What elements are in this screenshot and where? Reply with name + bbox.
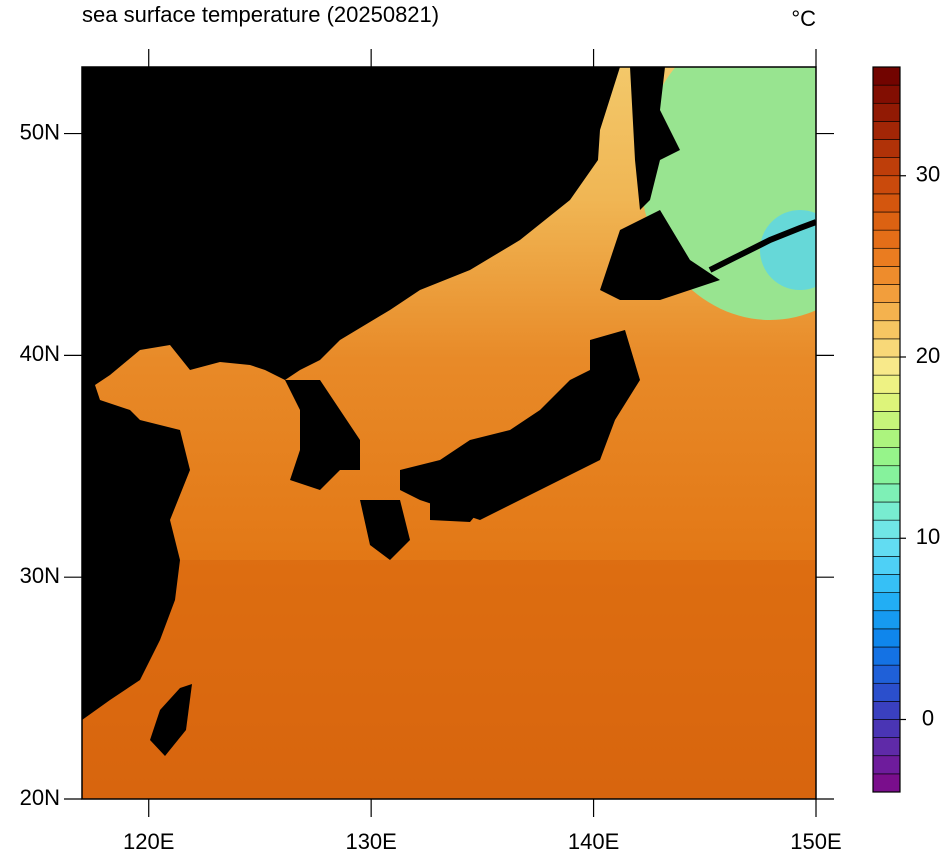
colorbar-box bbox=[872, 465, 901, 485]
x-tick-label: 130E bbox=[345, 829, 396, 854]
colorbar-box bbox=[872, 102, 901, 122]
colorbar-box bbox=[872, 610, 901, 630]
colorbar-box bbox=[872, 556, 901, 575]
colorbar-box bbox=[872, 574, 901, 593]
colorbar-box bbox=[872, 229, 901, 249]
land bbox=[400, 330, 640, 520]
colorbar-box bbox=[872, 682, 901, 702]
colorbar-tick-label: 30 bbox=[916, 162, 940, 187]
colorbar-box bbox=[872, 701, 901, 720]
colorbar-box bbox=[872, 519, 901, 539]
colorbar-box bbox=[872, 755, 901, 775]
colorbar-box bbox=[872, 139, 901, 158]
y-tick-label: 50N bbox=[20, 119, 60, 144]
colorbar-box bbox=[872, 628, 901, 648]
colorbar-box bbox=[872, 247, 901, 267]
map-title: sea surface temperature (20250821) bbox=[82, 2, 439, 27]
land bbox=[82, 67, 620, 720]
colorbar-tick-label: 10 bbox=[916, 524, 940, 549]
colorbar-tick-label: 20 bbox=[916, 343, 940, 368]
plot-frame bbox=[81, 66, 817, 800]
land bbox=[600, 210, 720, 300]
land bbox=[285, 380, 360, 490]
land bbox=[708, 219, 816, 273]
x-tick-label: 120E bbox=[123, 829, 174, 854]
colorbar-box bbox=[872, 302, 901, 322]
colorbar-box bbox=[872, 501, 901, 521]
colorbar-box bbox=[872, 537, 901, 557]
warm-band bbox=[82, 560, 816, 799]
colorbar-box bbox=[872, 773, 901, 793]
cold-water bbox=[760, 210, 816, 290]
colorbar-box bbox=[872, 447, 901, 467]
colorbar-box bbox=[872, 429, 901, 448]
colorbar-box bbox=[872, 121, 901, 140]
land bbox=[360, 500, 480, 560]
colorbar-box bbox=[872, 392, 901, 412]
colorbar-box bbox=[872, 411, 901, 430]
colorbar-frame bbox=[872, 66, 901, 793]
colorbar-box bbox=[872, 646, 901, 666]
colorbar-tick-label: 0 bbox=[922, 705, 934, 730]
colorbar-box bbox=[872, 211, 901, 231]
sst-field bbox=[82, 67, 816, 799]
colorbar-box bbox=[872, 338, 901, 358]
y-tick-label: 30N bbox=[20, 563, 60, 588]
colorbar-box bbox=[872, 175, 901, 195]
y-tick-label: 20N bbox=[20, 785, 60, 810]
colorbar-box bbox=[872, 719, 901, 738]
x-tick-label: 150E bbox=[790, 829, 841, 854]
colorbar-box bbox=[872, 483, 901, 503]
unit-label: °C bbox=[791, 6, 816, 31]
colorbar-box bbox=[872, 193, 901, 213]
colorbar-box bbox=[872, 664, 901, 684]
colorbar-box bbox=[872, 737, 901, 757]
colorbar-box bbox=[872, 284, 901, 303]
colorbar-box bbox=[872, 320, 901, 340]
land bbox=[150, 684, 192, 756]
land bbox=[630, 67, 680, 210]
colorbar-box bbox=[872, 266, 901, 285]
colorbar-box bbox=[872, 356, 901, 376]
colorbar-box bbox=[872, 157, 901, 177]
colorbar-box bbox=[872, 84, 901, 104]
x-tick-label: 140E bbox=[568, 829, 619, 854]
colorbar-box bbox=[872, 592, 901, 612]
colorbar-box bbox=[872, 66, 901, 86]
colorbar-box bbox=[872, 374, 901, 394]
y-tick-label: 40N bbox=[20, 341, 60, 366]
